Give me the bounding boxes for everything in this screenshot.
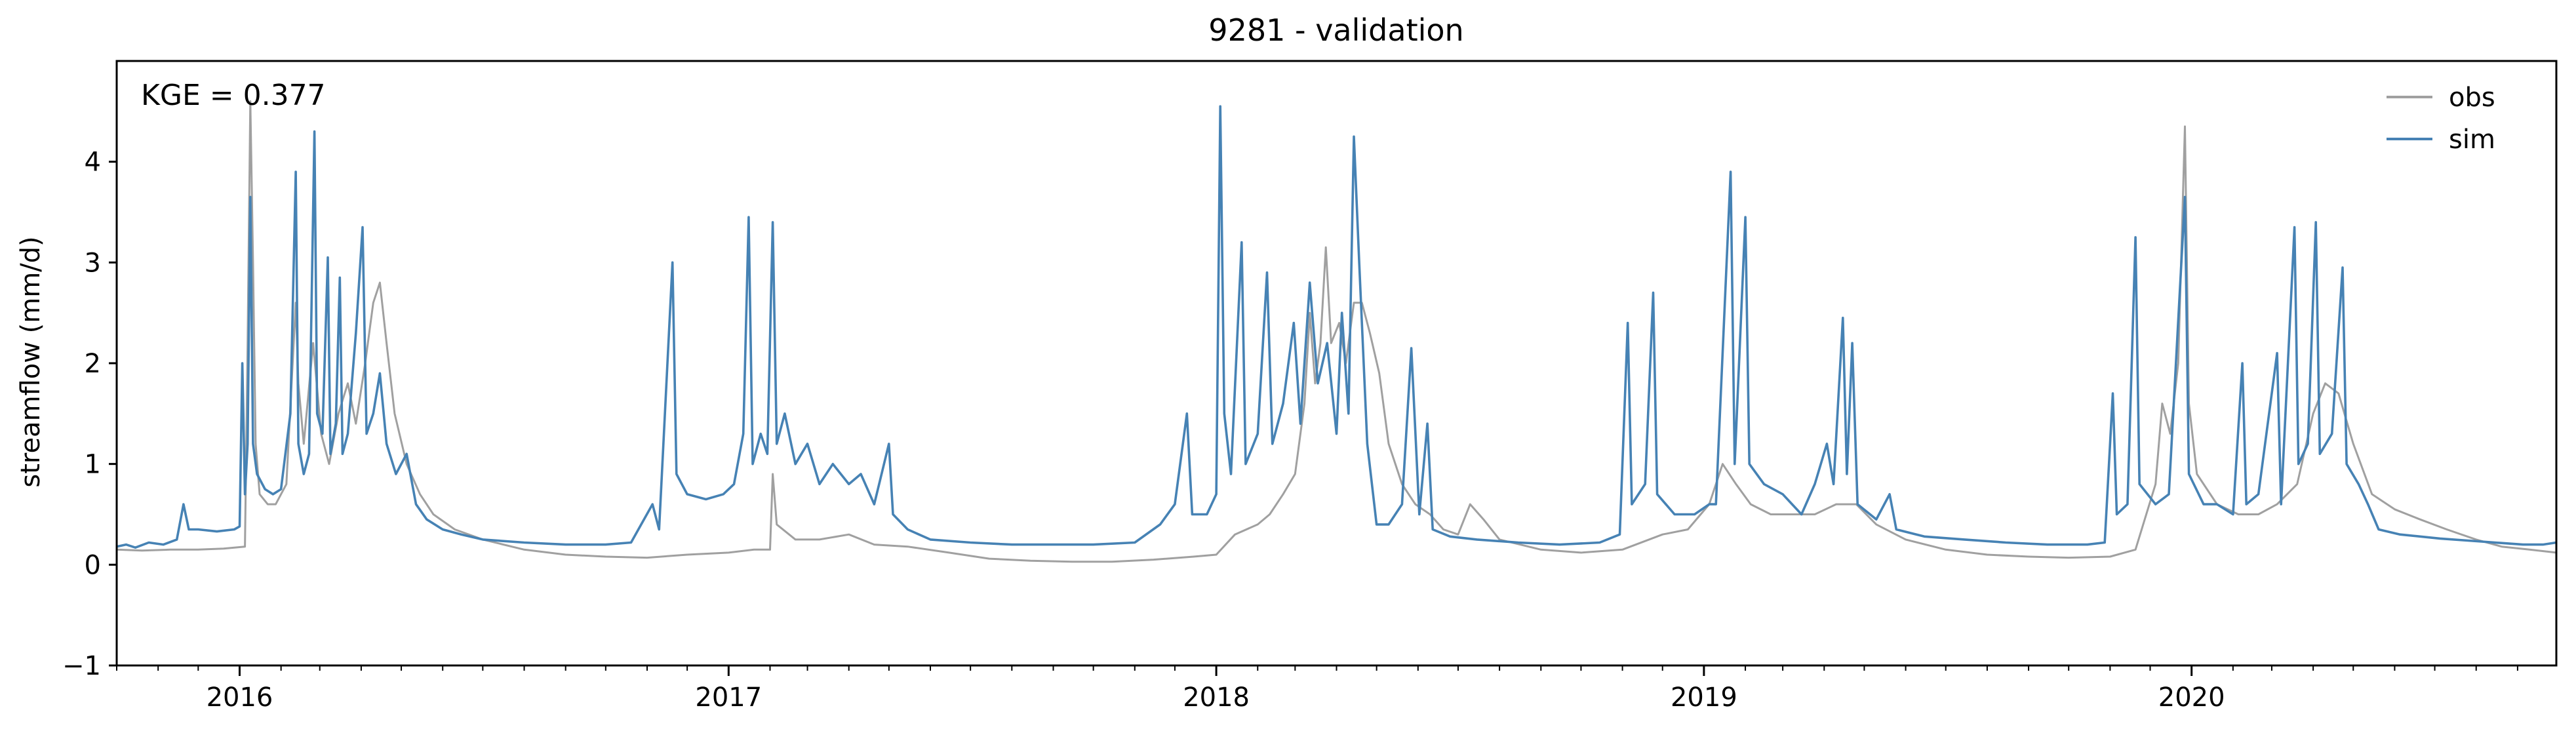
plot-marks: [116, 100, 2557, 563]
series-line-obs: [116, 100, 2557, 563]
plot-frame: [115, 60, 2558, 667]
x-tick-label: 2019: [1671, 683, 1737, 713]
x-axis: 2016 2017 2018 2019 2020: [116, 665, 2518, 713]
x-tick-label: 2018: [1183, 683, 1250, 713]
legend: obs sim: [2387, 83, 2495, 155]
series-line-sim: [116, 105, 2557, 549]
kge-annotation: KGE = 0.377: [141, 79, 326, 112]
x-tick-label: 2020: [2158, 683, 2225, 713]
y-tick-label: 4: [85, 148, 101, 178]
y-tick-label: 3: [85, 248, 101, 278]
chart-title: 9281 - validation: [1208, 12, 1463, 48]
legend-sim-label: sim: [2449, 125, 2495, 155]
y-tick-label: 2: [85, 349, 101, 379]
y-tick-label: 0: [85, 550, 101, 580]
y-tick-label: 1: [85, 450, 101, 480]
x-tick-label: 2017: [695, 683, 762, 713]
y-axis-label: streamflow (mm/d): [16, 236, 46, 487]
legend-obs-label: obs: [2449, 83, 2495, 113]
x-tick-label: 2016: [207, 683, 273, 713]
y-axis: −1 0 1 2 3 4: [62, 148, 117, 681]
y-tick-label: −1: [62, 651, 101, 681]
